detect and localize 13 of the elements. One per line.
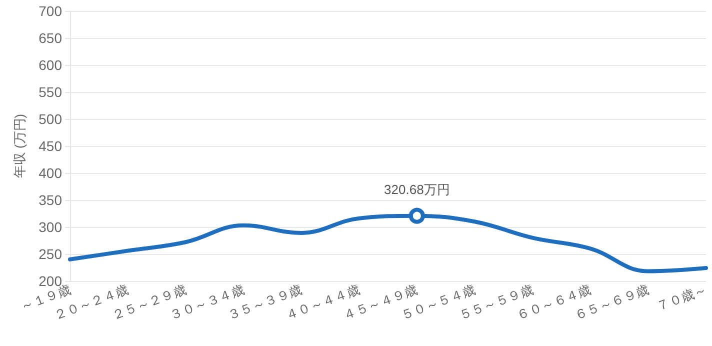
- y-axis-title: 年収 (万円): [12, 114, 27, 178]
- y-tick-label: 250: [38, 246, 62, 262]
- data-label: 320.68万円: [384, 182, 450, 197]
- y-tick-label: 450: [38, 138, 62, 154]
- y-tick-label: 600: [38, 57, 62, 73]
- y-tick-label: 300: [38, 219, 62, 235]
- x-tick-label: ７０歳～: [654, 282, 709, 314]
- y-tick-label: 650: [38, 30, 62, 46]
- y-tick-label: 700: [38, 3, 62, 19]
- y-tick-label: 350: [38, 192, 62, 208]
- y-tick-label: 400: [38, 165, 62, 181]
- y-tick-label: 500: [38, 111, 62, 127]
- y-tick-label: 550: [38, 84, 62, 100]
